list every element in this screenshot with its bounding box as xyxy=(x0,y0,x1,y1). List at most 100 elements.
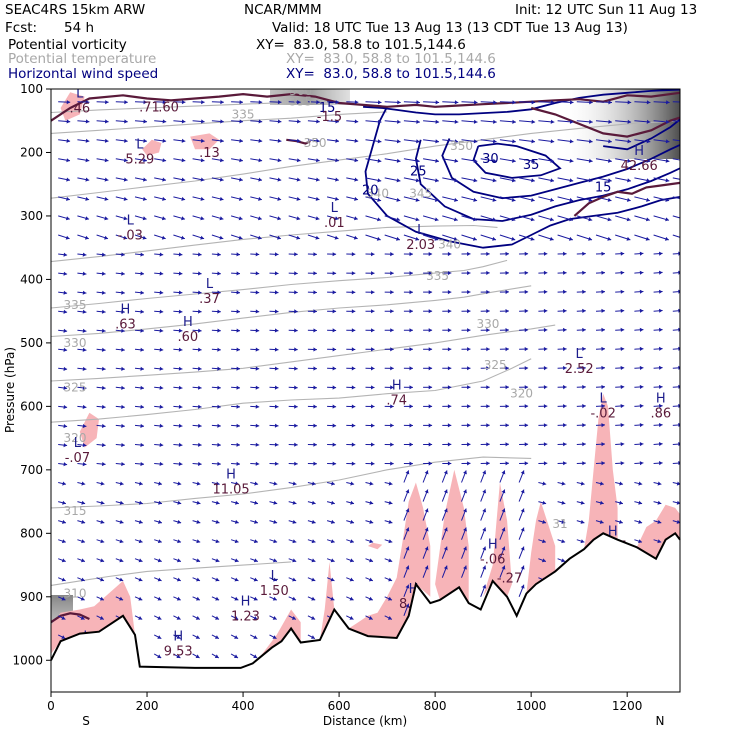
wind-vector-head xyxy=(501,489,506,494)
wind-vector-head xyxy=(313,385,317,390)
wind-vector-head xyxy=(313,366,317,371)
wind-vector-head xyxy=(63,385,68,390)
wind-vector-head xyxy=(467,271,471,276)
wind-vector-head xyxy=(550,197,554,202)
wind-vector-head xyxy=(101,309,106,314)
wind-vector-head xyxy=(511,197,516,202)
wind-vector-head xyxy=(181,158,186,163)
wind-vector-head xyxy=(368,577,373,582)
wind-vector-head xyxy=(143,100,147,105)
wind-vector-head xyxy=(63,328,68,333)
wind-vector-head xyxy=(140,328,144,333)
wind-vector-head xyxy=(541,558,546,563)
wind-vector-head xyxy=(238,196,243,201)
wind-vector-head xyxy=(563,442,567,447)
wind-vector-head xyxy=(582,366,586,371)
wind-vector-head xyxy=(646,178,651,183)
pv-extremum-value: .13 xyxy=(199,146,220,161)
wind-vector-head xyxy=(104,177,109,182)
wind-vector-head xyxy=(159,423,164,428)
wind-vector-head xyxy=(181,100,186,105)
wind-vector-head xyxy=(409,385,413,390)
pv-extremum-value: 1.23 xyxy=(231,609,260,624)
wind-vector-head xyxy=(601,270,605,275)
wind-vector-head xyxy=(255,404,260,409)
wind-vector-head xyxy=(234,577,239,582)
wind-vector-head xyxy=(157,654,162,658)
wind-vector-head xyxy=(390,423,394,428)
wind-vector-head xyxy=(428,442,433,447)
wind-vector-head xyxy=(486,309,490,314)
pv-extremum-value: 2.52 xyxy=(565,362,594,377)
wind-vector-head xyxy=(332,271,337,276)
wind-vector-head xyxy=(277,158,282,163)
wind-vector-head xyxy=(239,100,243,105)
wind-vector-head xyxy=(85,177,90,182)
wind-vector-head xyxy=(600,481,604,486)
wind-vector-head xyxy=(665,139,670,144)
wind-vector-head xyxy=(684,217,688,221)
wind-vector-head xyxy=(85,100,90,105)
wind-vector-head xyxy=(447,347,452,352)
wind-vector-head xyxy=(543,461,548,466)
wind-vector-head xyxy=(178,309,183,314)
wind-vector-head xyxy=(371,309,375,314)
wind-vector-head xyxy=(582,404,586,409)
wind-vector-head xyxy=(543,251,548,256)
wind-vector-head xyxy=(140,252,144,257)
theta-contour-360 xyxy=(51,101,292,114)
wind-vector-head xyxy=(561,558,566,563)
wind-vector-head xyxy=(219,235,224,240)
wind-vector-head xyxy=(158,519,162,524)
wind-vector-head xyxy=(390,290,394,295)
wind-vector-head xyxy=(196,481,201,486)
wind-vector-head xyxy=(645,217,650,222)
wind-vector-head xyxy=(377,139,382,144)
wind-vector xyxy=(672,177,680,180)
wind-vector-head xyxy=(63,443,68,448)
wind-vector-head xyxy=(198,461,202,466)
wind-vector-head xyxy=(294,309,298,314)
wind-vector-head xyxy=(82,271,87,276)
wind-vector-head xyxy=(569,158,574,163)
wind-vector xyxy=(672,120,680,122)
wind-vector-head xyxy=(409,328,413,333)
wind-vector-head xyxy=(196,519,201,524)
wind-vector-head xyxy=(588,178,593,183)
wind-vector-head xyxy=(140,309,144,314)
wind-vector-head xyxy=(215,616,219,620)
wind-vector-head xyxy=(215,481,220,486)
wind-vector-head xyxy=(101,290,106,295)
wind-vector-head xyxy=(424,508,429,513)
wind-vector-head xyxy=(665,178,670,183)
wind-vector-head xyxy=(176,577,181,582)
wind-vector-head xyxy=(140,290,144,295)
wind-vector-head xyxy=(82,443,87,448)
wind-vector-head xyxy=(435,100,440,105)
wind-vector-head xyxy=(81,481,86,486)
wind-vector-head xyxy=(332,290,337,295)
wind-vector-head xyxy=(646,197,650,202)
wind-vector-head xyxy=(214,654,219,658)
wind-vector-head xyxy=(217,328,221,333)
pv-extremum-value: .74 xyxy=(386,394,407,409)
wind-vector-head xyxy=(447,385,452,390)
pv-extremum-L: L xyxy=(576,347,584,362)
wind-vector-head xyxy=(100,577,104,582)
wind-vector-head xyxy=(368,596,373,601)
wind-vector-head xyxy=(409,442,413,447)
wind-vector-head xyxy=(405,565,410,570)
wind-vector-head xyxy=(657,500,662,505)
y-axis-title: Pressure (hPa) xyxy=(3,347,17,433)
wind-vector-head xyxy=(294,366,298,371)
wind-vector-head xyxy=(311,635,315,639)
wind-vector-head xyxy=(415,217,420,222)
wind-vector-head xyxy=(274,442,279,447)
wind-vector-head xyxy=(255,347,260,352)
wind-vector-head xyxy=(685,198,689,202)
wind-vector-head xyxy=(371,328,375,333)
wind-vector-head xyxy=(409,290,413,295)
wind-vector-head xyxy=(582,251,586,256)
wind-vector-head xyxy=(123,158,128,163)
